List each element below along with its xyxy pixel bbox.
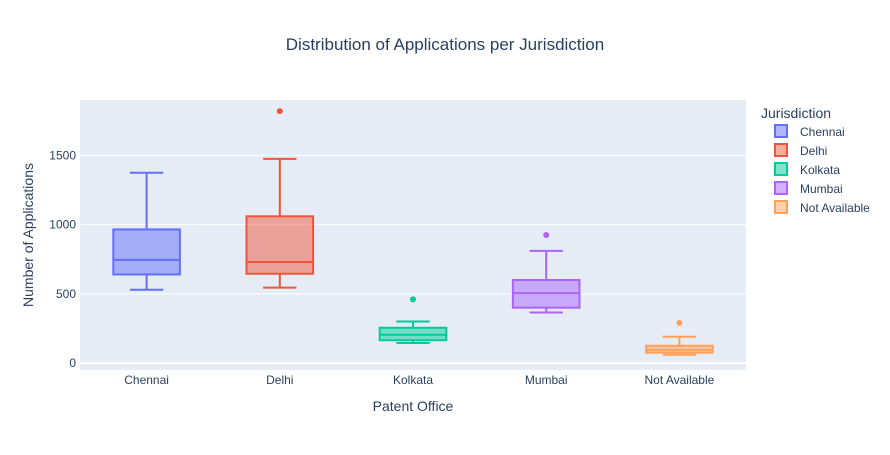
x-tick-label: Chennai bbox=[124, 373, 169, 387]
box-chennai bbox=[112, 171, 181, 291]
outlier-point bbox=[543, 232, 550, 238]
legend-item: Delhi bbox=[774, 143, 827, 158]
legend-label: Chennai bbox=[800, 125, 845, 139]
y-axis-label: Number of Applications bbox=[20, 163, 36, 307]
outlier-point bbox=[410, 296, 416, 303]
y-tick-label: 500 bbox=[56, 287, 76, 301]
x-tick-labels: Chennai Delhi Kolkata Mumbai Not Available bbox=[124, 373, 714, 387]
y-tick-label: 0 bbox=[69, 356, 76, 370]
legend-label: Delhi bbox=[800, 144, 827, 158]
legend-items: Chennai Delhi Kolkata Mumbai Not Available bbox=[774, 124, 870, 215]
box-delhi bbox=[245, 108, 315, 289]
y-tick-labels: 0 500 1000 1500 bbox=[49, 148, 76, 370]
legend-label: Not Available bbox=[800, 201, 870, 215]
legend-item: Chennai bbox=[774, 124, 845, 139]
chart-title: Distribution of Applications per Jurisdi… bbox=[286, 35, 604, 54]
iqr-box bbox=[112, 228, 181, 276]
x-tick-label: Delhi bbox=[266, 373, 293, 387]
iqr-box bbox=[245, 215, 315, 275]
x-axis-label: Patent Office bbox=[373, 398, 454, 414]
legend-swatch bbox=[774, 124, 788, 138]
legend-item: Not Available bbox=[774, 200, 870, 215]
grid-lines bbox=[80, 154, 746, 365]
legend-item: Kolkata bbox=[774, 162, 840, 177]
x-tick-label: Kolkata bbox=[393, 373, 433, 387]
y-tick-label: 1000 bbox=[49, 218, 76, 232]
x-tick-label: Mumbai bbox=[525, 373, 568, 387]
legend-item: Mumbai bbox=[774, 181, 843, 196]
x-tick-label: Not Available bbox=[644, 373, 714, 387]
outlier-point bbox=[676, 319, 683, 326]
legend: Jurisdiction Chennai Delhi Kolkata Mumbai No… bbox=[761, 105, 870, 215]
outlier-point bbox=[276, 108, 283, 115]
legend-title: Jurisdiction bbox=[761, 105, 831, 121]
box-mumbai bbox=[511, 232, 581, 314]
box-kolkata bbox=[378, 296, 448, 344]
legend-swatch bbox=[774, 200, 788, 214]
legend-swatch bbox=[774, 181, 788, 195]
y-tick-label: 1500 bbox=[49, 148, 76, 162]
legend-label: Kolkata bbox=[800, 163, 840, 177]
legend-label: Mumbai bbox=[800, 182, 843, 196]
legend-swatch bbox=[774, 162, 788, 176]
legend-swatch bbox=[774, 143, 788, 157]
boxes bbox=[112, 108, 714, 356]
box-not-available bbox=[645, 319, 714, 356]
